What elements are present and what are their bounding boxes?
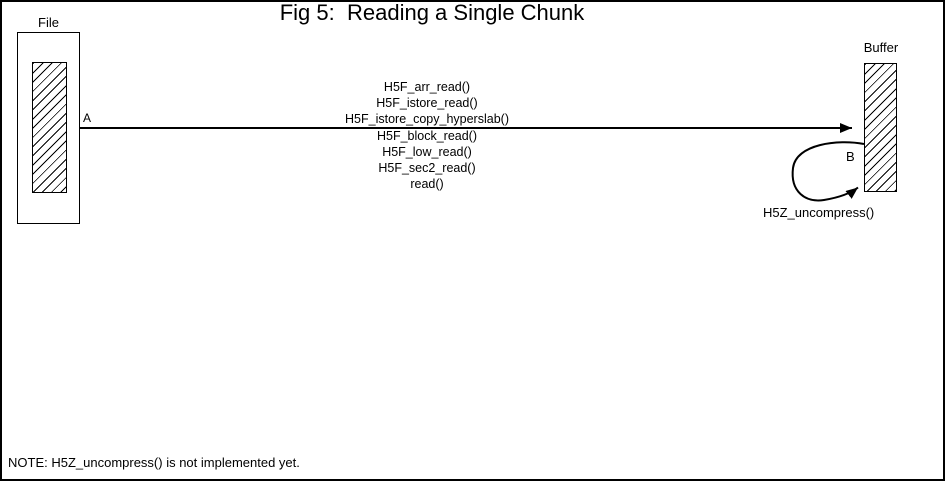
call-stack-line: H5F_sec2_read() <box>378 161 476 176</box>
call-stack-line: H5F_block_read() <box>376 128 478 143</box>
file-chunk-hatch <box>32 62 67 193</box>
uncompress-label: H5Z_uncompress() <box>763 205 875 220</box>
figure-title: Fig 5: Reading a Single Chunk <box>279 0 585 25</box>
buffer-box <box>864 63 897 192</box>
arrow-b-label: B <box>846 149 855 164</box>
call-stack-line: H5F_arr_read() <box>383 80 471 94</box>
call-stack-line: H5F_istore_read() <box>376 96 478 111</box>
call-stack-line: H5F_istore_copy_hyperslab() <box>345 112 509 127</box>
call-stack-line: read() <box>410 177 444 192</box>
file-label: File <box>38 15 59 30</box>
note-text: NOTE: H5Z_uncompress() is not implemente… <box>8 455 300 470</box>
call-stack: H5F_arr_read() H5F_istore_read() H5F_ist… <box>277 79 577 192</box>
file-box <box>17 32 80 224</box>
arrow-a-label: A <box>83 111 92 125</box>
call-stack-line: H5F_low_read() <box>382 144 472 159</box>
buffer-label: Buffer <box>863 40 899 55</box>
